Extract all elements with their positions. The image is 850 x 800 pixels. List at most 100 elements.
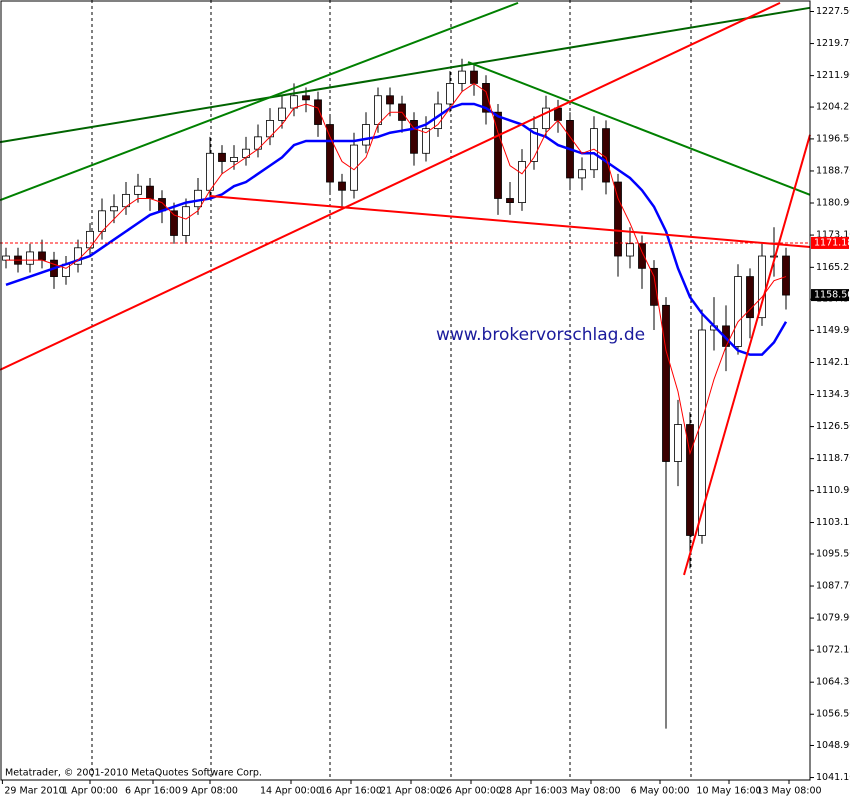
x-tick-label: 3 May 08:00	[561, 786, 620, 797]
candle-body	[146, 185, 154, 199]
y-tick-label: 1087.70	[816, 581, 850, 592]
candle-body	[422, 128, 430, 154]
x-tick-label: 9 Apr 08:00	[182, 786, 238, 797]
y-tick-label: 1126.50	[816, 421, 850, 432]
trendline	[0, 6, 811, 144]
candle-body	[410, 120, 418, 154]
candle-body	[170, 210, 178, 236]
candle-body	[782, 255, 790, 296]
plot-area	[0, 1, 811, 729]
y-tick-label: 1173.10	[816, 230, 850, 241]
x-tick-label: 28 Apr 16:00	[500, 786, 562, 797]
candle-body	[338, 181, 346, 191]
candle-body	[230, 156, 238, 162]
candle-body	[494, 111, 502, 199]
candle-body	[650, 267, 658, 306]
moving-average	[6, 82, 787, 456]
candle-body	[626, 243, 634, 257]
y-tick-label: 1041.10	[816, 772, 850, 783]
candle-body	[662, 304, 670, 462]
candle-body	[506, 198, 514, 204]
candle-body	[578, 169, 586, 179]
y-tick-label: 1072.10	[816, 645, 850, 656]
y-tick-label: 1211.90	[816, 70, 850, 81]
candle-body	[26, 251, 34, 265]
y-tick-label: 1196.50	[816, 133, 850, 144]
y-tick-label: 1165.25	[816, 262, 850, 273]
copyright: Metatrader, © 2001-2010 MetaQuotes Softw…	[5, 768, 262, 779]
y-tick-label: 1204.25	[816, 102, 850, 113]
candle-body	[470, 70, 478, 84]
candle-body	[2, 255, 10, 261]
y-tick-label: 1048.90	[816, 740, 850, 751]
candle-body	[746, 276, 754, 319]
y-tick-label: 1219.70	[816, 38, 850, 49]
x-tick-label: 26 Apr 00:00	[440, 786, 502, 797]
watermark: www.brokervorschlag.de	[436, 325, 645, 345]
x-tick-label: 29 Mar 2010	[4, 786, 64, 797]
candle-body	[206, 152, 214, 191]
candle-body	[734, 276, 742, 347]
candle-body	[290, 95, 298, 109]
y-tick-label: 1227.50	[816, 6, 850, 17]
candle-body	[134, 185, 142, 195]
x-tick-label: 16 Apr 16:00	[320, 786, 382, 797]
candle-body	[686, 424, 694, 536]
candle-body	[374, 95, 382, 125]
x-tick-label: 13 May 08:00	[756, 786, 821, 797]
candle-body	[674, 424, 682, 462]
y-tick-label: 1103.15	[816, 517, 850, 528]
y-tick-label: 1180.90	[816, 198, 850, 209]
candle-body	[194, 189, 202, 208]
trendline	[683, 134, 811, 576]
price-label: 1158.50	[814, 290, 850, 301]
price-label: 1171.18	[814, 237, 850, 248]
trendline	[0, 1, 781, 371]
candle-body	[362, 124, 370, 146]
candle-body	[86, 230, 94, 249]
session-separators	[91, 0, 692, 780]
y-tick-label: 1142.10	[816, 357, 850, 368]
price-label-box	[811, 236, 849, 249]
y-tick-label: 1079.90	[816, 613, 850, 624]
candle-body	[278, 107, 286, 121]
candle-body	[38, 251, 46, 261]
candle-body	[770, 255, 778, 258]
candle-body	[110, 206, 118, 212]
x-tick-label: 10 May 16:00	[696, 786, 761, 797]
trendline	[467, 61, 811, 196]
y-tick-label: 1149.90	[816, 325, 850, 336]
candle-body	[218, 152, 226, 162]
y-tick-label: 1056.50	[816, 709, 850, 720]
x-tick-label: 21 Apr 08:00	[380, 786, 442, 797]
y-tick-label: 1064.30	[816, 677, 850, 688]
plot-frame	[0, 0, 811, 781]
candle-body	[386, 95, 394, 105]
candle-body	[482, 83, 490, 113]
y-tick-label: 1118.70	[816, 453, 850, 464]
candle-body	[326, 124, 334, 183]
candle-body	[182, 206, 190, 236]
candle-body	[458, 70, 466, 84]
candle-body	[614, 181, 622, 257]
y-tick-label: 1188.70	[816, 165, 850, 176]
moving-average	[5, 102, 788, 356]
candle-body	[554, 107, 562, 121]
candle-body	[638, 243, 646, 269]
candle-body	[302, 95, 310, 101]
price-label-box	[811, 289, 849, 302]
candle-body	[314, 99, 322, 125]
y-tick-label: 1110.90	[816, 485, 850, 496]
trendline	[0, 1, 519, 202]
x-tick-label: 1 Apr 00:00	[62, 786, 118, 797]
candle-body	[530, 128, 538, 162]
x-tick-label: 6 Apr 16:00	[125, 786, 181, 797]
x-tick-label: 14 Apr 00:00	[260, 786, 322, 797]
trendline	[209, 195, 811, 248]
candle-body	[446, 83, 454, 105]
candle-body	[542, 107, 550, 130]
candle-body	[698, 329, 706, 536]
y-tick-label: 1134.30	[816, 389, 850, 400]
